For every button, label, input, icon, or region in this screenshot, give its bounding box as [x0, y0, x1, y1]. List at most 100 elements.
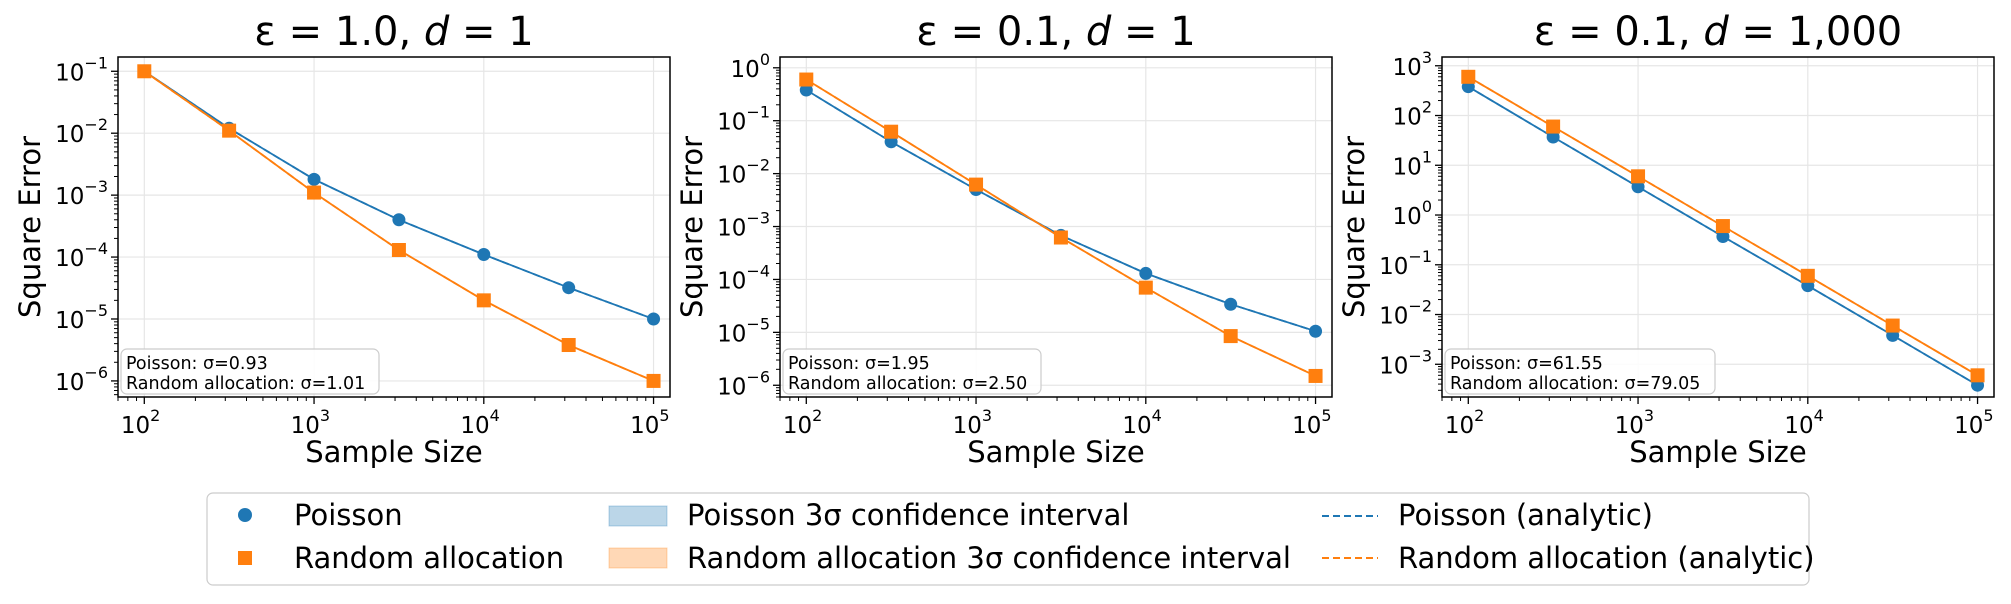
- tick-marks: [111, 70, 655, 404]
- stats-random-allocation: Random allocation: σ=79.05: [1450, 374, 1700, 394]
- poisson-point: [1631, 180, 1645, 194]
- y-tick-label: 10−2: [1379, 297, 1432, 330]
- y-tick-label: 103: [1393, 48, 1432, 81]
- random-allocation-point: [1800, 268, 1815, 283]
- svg-text:10−3: 10−3: [55, 177, 108, 210]
- poisson-point: [307, 172, 321, 186]
- svg-text:10−1: 10−1: [717, 103, 770, 136]
- x-tick-label: 103: [291, 406, 330, 439]
- random-allocation-point: [884, 124, 899, 139]
- tick-marks: [1435, 65, 1979, 404]
- random-allocation-point: [1546, 119, 1561, 134]
- poisson-point: [799, 83, 813, 97]
- x-tick-label: 102: [783, 406, 822, 439]
- svg-text:100: 100: [1393, 197, 1432, 230]
- y-tick-label: 10−3: [717, 209, 770, 242]
- stats-box: Poisson: σ=1.95 Random allocation: σ=2.5…: [782, 348, 1042, 395]
- y-axis-ticks: 10−6 10−5 10−4 10−3 10−2 10−1: [55, 53, 108, 396]
- legend-label: Poisson: [294, 498, 403, 532]
- legend-patch: [608, 547, 668, 569]
- y-tick-label: 100: [731, 50, 770, 83]
- legend-frame: [206, 492, 1810, 586]
- stats-box: Poisson: σ=0.93 Random allocation: σ=1.0…: [120, 348, 380, 395]
- svg-text:102: 102: [1393, 98, 1432, 131]
- svg-text:10−1: 10−1: [1379, 247, 1432, 280]
- x-axis-label: Sample Size: [967, 435, 1144, 469]
- y-tick-label: 10−1: [55, 53, 108, 86]
- stats-poisson: Poisson: σ=61.55: [1450, 354, 1603, 374]
- svg-text:10−1: 10−1: [55, 53, 108, 86]
- y-tick-label: 10−6: [717, 367, 770, 400]
- legend-item-poisson-ci: Poisson 3σ confidence interval: [608, 498, 1129, 532]
- random-allocation-analytic-line: [805, 78, 1316, 377]
- y-axis-label: Square Error: [1337, 136, 1371, 318]
- legend-marker-circle: [238, 508, 252, 522]
- x-tick-label: 105: [1292, 406, 1331, 439]
- x-tick-label: 104: [1122, 406, 1161, 439]
- svg-text:10−3: 10−3: [717, 209, 770, 242]
- poisson-point: [647, 312, 661, 326]
- random-allocation-point: [1138, 280, 1153, 295]
- random-allocation-point: [137, 64, 152, 79]
- y-axis-label: Square Error: [675, 136, 709, 318]
- x-axis-label: Sample Size: [305, 435, 482, 469]
- tick-marks: [773, 67, 1317, 404]
- panel-2: ε = 0.1, d = 1,000 102 103 104 105 10−3 …: [1337, 9, 1995, 469]
- svg-text:103: 103: [1615, 406, 1654, 439]
- svg-text:10−5: 10−5: [55, 301, 108, 334]
- x-axis-ticks: 102 103 104 105: [783, 406, 1332, 439]
- poisson-point: [392, 213, 406, 227]
- grid-lines: [118, 57, 670, 397]
- random-allocation-point: [222, 123, 237, 138]
- svg-text:101: 101: [1393, 147, 1432, 180]
- stats-poisson: Poisson: σ=1.95: [788, 354, 930, 374]
- y-tick-label: 10−1: [1379, 247, 1432, 280]
- legend-patch: [608, 505, 668, 527]
- series: [799, 72, 1323, 383]
- y-axis-ticks: 10−6 10−5 10−4 10−3 10−2 10−1 100: [717, 50, 770, 400]
- panel-title: ε = 0.1, d = 1: [916, 9, 1195, 55]
- random-allocation-point: [1223, 329, 1238, 344]
- x-axis-label: Sample Size: [1629, 435, 1806, 469]
- random-allocation-point: [1715, 219, 1730, 234]
- svg-text:10−2: 10−2: [717, 156, 770, 189]
- svg-text:105: 105: [1292, 406, 1331, 439]
- x-tick-label: 103: [1615, 406, 1654, 439]
- random-allocation-point: [1631, 169, 1646, 184]
- legend-item-poisson: Poisson: [238, 498, 403, 532]
- random-allocation-point: [391, 243, 406, 258]
- x-tick-label: 104: [1784, 406, 1823, 439]
- random-allocation-point: [1308, 368, 1323, 383]
- legend-item-poisson-analytic: Poisson (analytic): [1322, 498, 1653, 532]
- poisson-point: [1309, 324, 1323, 338]
- svg-text:10−3: 10−3: [1379, 346, 1432, 379]
- y-tick-label: 10−5: [55, 301, 108, 334]
- random-allocation-point: [1461, 69, 1476, 84]
- y-tick-label: 101: [1393, 147, 1432, 180]
- svg-text:10−4: 10−4: [55, 239, 108, 272]
- y-tick-label: 10−6: [55, 363, 108, 396]
- svg-text:10−2: 10−2: [1379, 297, 1432, 330]
- svg-text:100: 100: [731, 50, 770, 83]
- x-tick-label: 105: [1954, 406, 1993, 439]
- stats-poisson: Poisson: σ=0.93: [126, 354, 268, 374]
- legend-item-random-allocation: Random allocation: [238, 541, 564, 575]
- legend-label: Random allocation (analytic): [1398, 541, 1815, 575]
- svg-text:104: 104: [1784, 406, 1823, 439]
- svg-text:102: 102: [121, 406, 160, 439]
- panel-1: ε = 0.1, d = 1 102 103 104 105 10−6 10−5…: [675, 9, 1333, 469]
- y-axis-ticks: 10−3 10−2 10−1 100 101 102 103: [1379, 48, 1432, 380]
- series: [137, 64, 661, 388]
- y-tick-label: 10−1: [717, 103, 770, 136]
- grid-lines: [1442, 57, 1994, 397]
- legend-marker-square: [238, 551, 252, 565]
- legend-label: Poisson 3σ confidence interval: [687, 498, 1129, 532]
- grid-lines: [780, 57, 1332, 397]
- svg-text:10−6: 10−6: [55, 363, 108, 396]
- svg-text:10−2: 10−2: [55, 115, 108, 148]
- poisson-point: [1546, 130, 1560, 144]
- stats-random-allocation: Random allocation: σ=2.50: [788, 374, 1027, 394]
- random-allocation-point: [1885, 318, 1900, 333]
- legend-label: Poisson (analytic): [1398, 498, 1653, 532]
